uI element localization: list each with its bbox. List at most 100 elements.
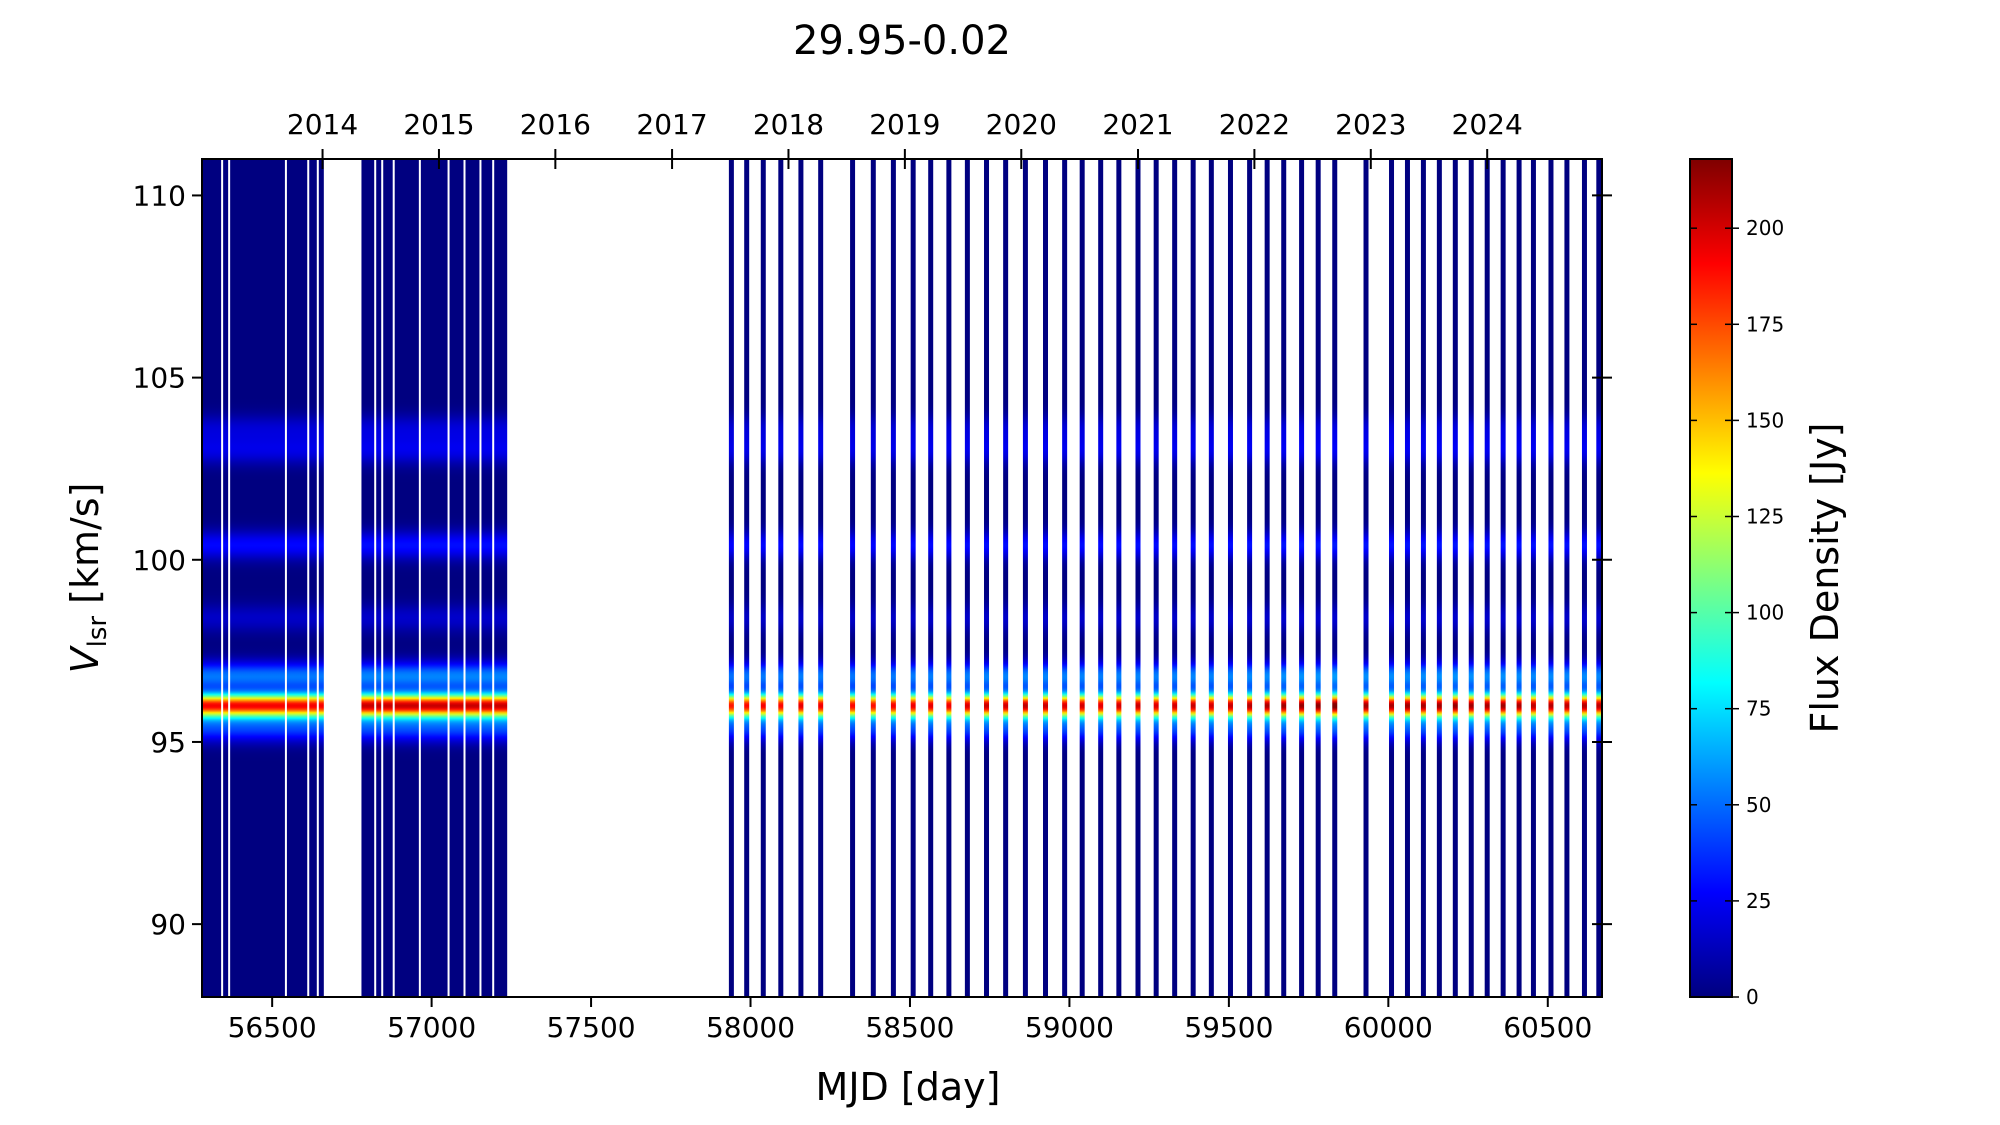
- year-tick-label: 2019: [869, 108, 940, 141]
- observation-epoch-strip: [1516, 159, 1522, 997]
- epoch-gap: [492, 159, 495, 997]
- observation-epoch-strip: [946, 159, 952, 997]
- year-tick-label: 2024: [1452, 108, 1523, 141]
- observation-epoch-strip: [1500, 159, 1506, 997]
- observation-epoch-strip: [890, 159, 896, 997]
- x-tick-label: 59000: [1025, 1011, 1114, 1044]
- observation-epoch-strip: [728, 159, 734, 997]
- x-tick-label: 57000: [387, 1011, 476, 1044]
- observation-epoch-strip: [1247, 159, 1253, 997]
- observation-epoch-strip: [1564, 159, 1570, 997]
- observation-epoch-strip: [1389, 159, 1395, 997]
- x-tick-label: 59500: [1184, 1011, 1273, 1044]
- x-tick-label: 60500: [1503, 1011, 1592, 1044]
- epoch-gap: [392, 159, 395, 997]
- colorbar-tick-label: 200: [1746, 216, 1784, 240]
- x-tick-label: 57500: [547, 1011, 636, 1044]
- x-tick-label: 60000: [1344, 1011, 1433, 1044]
- heatmap-strips: [202, 159, 1602, 997]
- colorbar: [1689, 158, 1733, 998]
- x-tick-label: 58500: [865, 1011, 954, 1044]
- observation-epoch-strip: [850, 159, 856, 997]
- observation-epoch-strip: [1116, 159, 1122, 997]
- observation-epoch-strip: [1003, 159, 1009, 997]
- colorbar-tick-label: 150: [1746, 408, 1784, 432]
- observation-epoch-strip: [1530, 159, 1536, 997]
- x-tick-label: 58000: [706, 1011, 795, 1044]
- observation-epoch-strip: [1208, 159, 1214, 997]
- observation-epoch-strip: [1281, 159, 1287, 997]
- observation-epoch-strip: [1153, 159, 1159, 997]
- observation-epoch-strip: [1468, 159, 1474, 997]
- observation-epoch-strip: [744, 159, 750, 997]
- y-tick-label: 95: [150, 726, 186, 759]
- observation-epoch-strip: [1596, 159, 1602, 997]
- observation-epoch-strip: [818, 159, 824, 997]
- x-axis-bottom: 56500 57000 57500 58000 58500 59000 59500 60000…: [228, 997, 1592, 1044]
- observation-epoch-strip: [778, 159, 784, 997]
- year-tick-label: 2017: [636, 108, 707, 141]
- observation-epoch-strip: [760, 159, 766, 997]
- observation-epoch-strip: [1315, 159, 1321, 997]
- epoch-gap: [381, 159, 384, 997]
- observation-epoch-strip: [1420, 159, 1426, 997]
- year-tick-label: 2023: [1335, 108, 1406, 141]
- observation-epoch-strip: [1299, 159, 1305, 997]
- epoch-gap: [374, 159, 377, 997]
- observation-epoch-strip: [798, 159, 804, 997]
- observation-epoch-strip: [1190, 159, 1196, 997]
- y-tick-label: 100: [133, 544, 186, 577]
- observation-epoch-strip: [1363, 159, 1369, 997]
- epoch-gap: [228, 159, 231, 997]
- year-tick-label: 2015: [403, 108, 474, 141]
- observation-block: [202, 159, 324, 997]
- year-tick-label: 2018: [753, 108, 824, 141]
- colorbar-tick-label: 125: [1746, 504, 1784, 528]
- epoch-gap: [447, 159, 450, 997]
- colorbar-tick-label: 0: [1746, 985, 1759, 1009]
- y-axis-label-subscript: lsr: [83, 616, 113, 648]
- year-tick-label: 2020: [986, 108, 1057, 141]
- observation-epoch-strip: [1062, 159, 1068, 997]
- observation-epoch-strip: [1452, 159, 1458, 997]
- x-tick-label: 56500: [228, 1011, 317, 1044]
- observation-epoch-strip: [1022, 159, 1028, 997]
- colorbar-label: Flux Density [Jy]: [1803, 423, 1847, 734]
- epoch-gap: [316, 159, 319, 997]
- observation-epoch-strip: [1548, 159, 1554, 997]
- y-axis-right: [1592, 194, 1612, 926]
- observation-epoch-strip: [1079, 159, 1085, 997]
- observation-epoch-strip: [984, 159, 990, 997]
- epoch-gap: [479, 159, 482, 997]
- y-tick-label: 105: [133, 362, 186, 395]
- y-tick-label: 110: [133, 179, 186, 212]
- observation-epoch-strip: [1043, 159, 1049, 997]
- observation-epoch-strip: [1404, 159, 1410, 997]
- observation-epoch-strip: [1581, 159, 1587, 997]
- year-tick-label: 2016: [520, 108, 591, 141]
- observation-epoch-strip: [1135, 159, 1141, 997]
- epoch-gap: [284, 159, 287, 997]
- colorbar-tick-label: 25: [1746, 889, 1771, 913]
- y-axis-left: 90 95 100 105 110: [133, 179, 202, 941]
- colorbar-tick-label: 175: [1746, 312, 1784, 336]
- observation-epoch-strip: [1332, 159, 1338, 997]
- colorbar-ticks: 0 25 50 75 100 125 150 175 200: [1690, 216, 1784, 1009]
- epoch-gap: [307, 159, 310, 997]
- observation-epoch-strip: [1264, 159, 1270, 997]
- year-tick-label: 2014: [287, 108, 358, 141]
- observation-epoch-strip: [964, 159, 970, 997]
- observation-epoch-strip: [928, 159, 934, 997]
- y-axis-label-symbol: V: [63, 644, 107, 673]
- epoch-gap: [221, 159, 224, 997]
- colorbar-tick-label: 75: [1746, 697, 1771, 721]
- chart-title: 29.95-0.02: [793, 18, 1011, 64]
- x-axis-label: MJD [day]: [816, 1065, 1001, 1109]
- observation-epoch-strip: [1436, 159, 1442, 997]
- observation-epoch-strip: [1227, 159, 1233, 997]
- year-tick-label: 2021: [1102, 108, 1173, 141]
- y-axis-label: Vlsr [km/s]: [63, 483, 113, 674]
- epoch-gap: [418, 159, 421, 997]
- epoch-gap: [463, 159, 466, 997]
